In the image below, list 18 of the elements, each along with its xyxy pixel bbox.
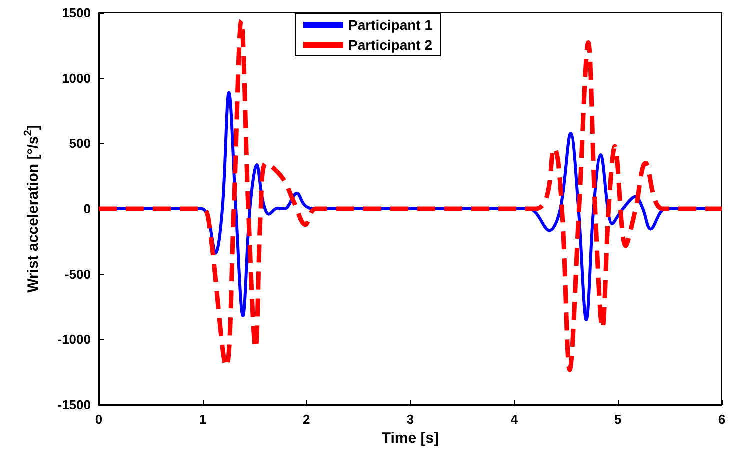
- y-axis-title: Wrist acceleration [°/s2]: [22, 125, 42, 293]
- y-tick-label: 0: [84, 202, 91, 216]
- y-tick-label: 1000: [62, 70, 91, 86]
- x-tick-label: 3: [406, 412, 414, 427]
- x-tick-label: 0: [95, 412, 103, 427]
- y-tick-label: -1500: [58, 398, 91, 412]
- y-tick-label: -1000: [58, 332, 91, 348]
- x-tick-label: 4: [510, 412, 519, 427]
- x-tick-label: 2: [303, 412, 310, 427]
- x-tick-label: 5: [614, 412, 622, 427]
- y-tick-label: 500: [69, 136, 91, 152]
- x-tick-label: 1: [199, 412, 206, 427]
- legend-label: Participant 2: [348, 37, 433, 53]
- x-axis-title: Time [s]: [382, 430, 440, 447]
- y-tick-label: 1500: [62, 6, 91, 20]
- y-tick-label: -500: [64, 266, 91, 282]
- legend-label: Participant 1: [348, 17, 433, 33]
- x-tick-label: 6: [718, 412, 726, 427]
